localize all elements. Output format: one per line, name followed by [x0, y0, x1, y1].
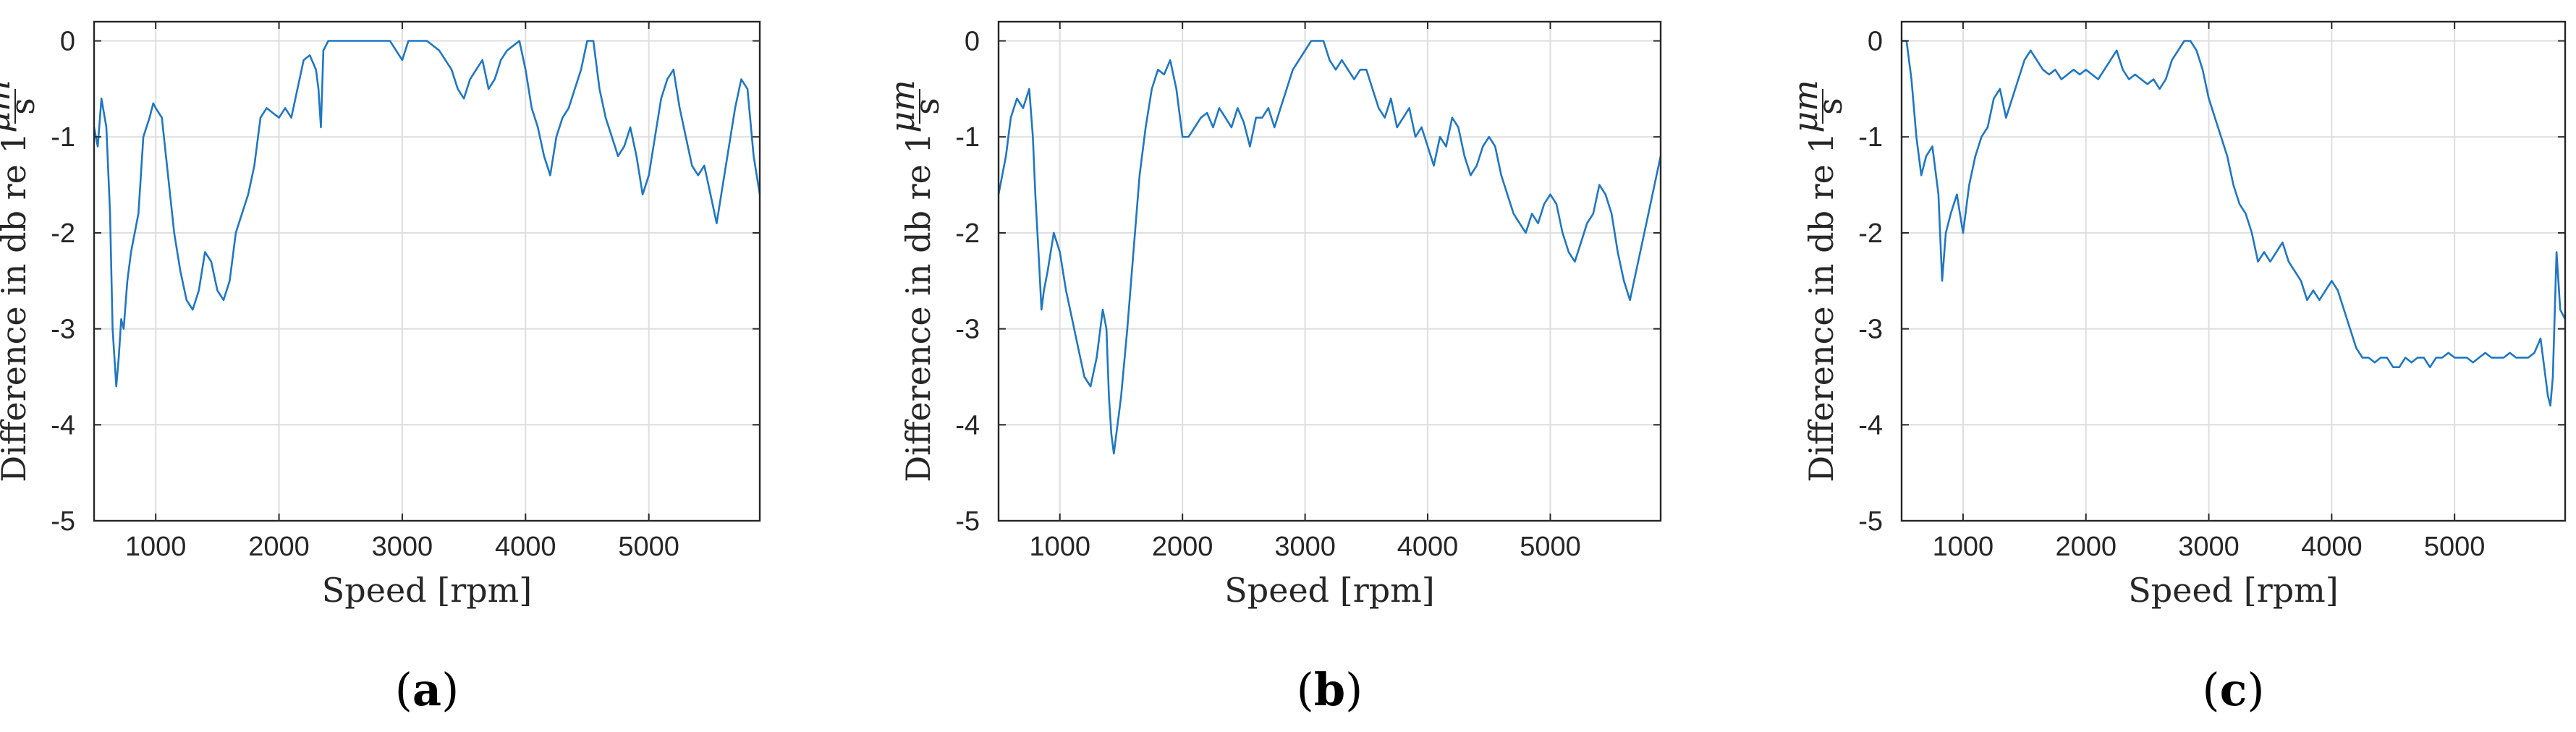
- x-tick-label: 5000: [2424, 532, 2486, 562]
- y-tick-label: 0: [1868, 27, 1883, 57]
- x-tick-label: 4000: [2301, 532, 2363, 562]
- x-tick-label: 2000: [1152, 532, 1213, 562]
- y-tick-label: -4: [1858, 410, 1883, 441]
- y-tick-label: -2: [51, 218, 75, 249]
- axes-box: [1900, 20, 2567, 522]
- x-tick-label: 4000: [1397, 532, 1459, 562]
- chart-panel-c: 1000 2000 3000 4000 5000 0 -1 -2 -3 -4 -5 Speed [rp…: [1786, 20, 2567, 716]
- y-axis-unit-denominator: s: [907, 98, 946, 115]
- y-tick-label: -5: [1858, 506, 1883, 537]
- y-tick-label: 0: [60, 27, 75, 57]
- plot-area: [94, 22, 760, 521]
- y-tick-label: -1: [51, 122, 75, 153]
- x-tick-label: 2000: [2055, 532, 2117, 562]
- x-tick-label: 2000: [248, 532, 310, 562]
- x-axis-label: Speed [rpm]: [2128, 571, 2338, 610]
- y-tick-label: -1: [955, 122, 980, 153]
- series-line: [1902, 40, 2567, 407]
- panel-label: (c): [2202, 663, 2264, 716]
- x-tick-label: 1000: [125, 532, 187, 562]
- y-axis-label-text: Difference in db re 1: [1802, 132, 1841, 482]
- y-axis-unit-numerator: μm: [1786, 80, 1825, 133]
- y-axis-unit-numerator: μm: [883, 80, 922, 133]
- y-tick-label: -4: [955, 410, 980, 441]
- series-line: [93, 40, 761, 388]
- x-tick-label: 5000: [1520, 532, 1581, 562]
- y-axis-label-text: Difference in db re 1: [0, 132, 33, 482]
- axes-box: [93, 20, 761, 522]
- y-tick-label: -3: [1858, 315, 1883, 345]
- series-line: [997, 40, 1662, 455]
- x-axis-label: Speed [rpm]: [1224, 571, 1434, 610]
- y-tick-label: -2: [1858, 218, 1883, 249]
- chart-panel-a: 1000 2000 3000 4000 5000 0 -1 -2 -3 -4 -5 Speed [rp…: [0, 20, 761, 716]
- panel-label: (a): [395, 663, 459, 716]
- y-tick-label: -1: [1858, 122, 1883, 153]
- x-tick-label: 1000: [1933, 532, 1994, 562]
- y-tick-label: -3: [51, 315, 75, 345]
- plot-area: [999, 22, 1661, 521]
- x-tick-label: 3000: [1274, 532, 1336, 562]
- y-axis-unit-denominator: s: [3, 98, 42, 115]
- x-axis-label: Speed [rpm]: [322, 571, 532, 610]
- chart-panel-b: 1000 2000 3000 4000 5000 0 -1 -2 -3 -4 -5 Speed [rp…: [883, 20, 1662, 716]
- y-tick-label: -5: [955, 506, 980, 537]
- x-tick-label: 3000: [2178, 532, 2240, 562]
- y-tick-label: -2: [955, 218, 980, 249]
- y-axis-label-text: Difference in db re 1: [899, 132, 938, 482]
- y-tick-label: -5: [51, 506, 75, 537]
- y-axis-unit-denominator: s: [1810, 98, 1850, 115]
- axes-box: [997, 20, 1662, 522]
- y-tick-label: -3: [955, 315, 980, 345]
- x-tick-label: 4000: [495, 532, 556, 562]
- y-tick-label: -4: [51, 410, 75, 441]
- x-tick-label: 5000: [618, 532, 679, 562]
- x-tick-label: 3000: [372, 532, 433, 562]
- y-tick-label: 0: [965, 27, 980, 57]
- x-tick-label: 1000: [1029, 532, 1090, 562]
- panel-label: (b): [1297, 663, 1363, 716]
